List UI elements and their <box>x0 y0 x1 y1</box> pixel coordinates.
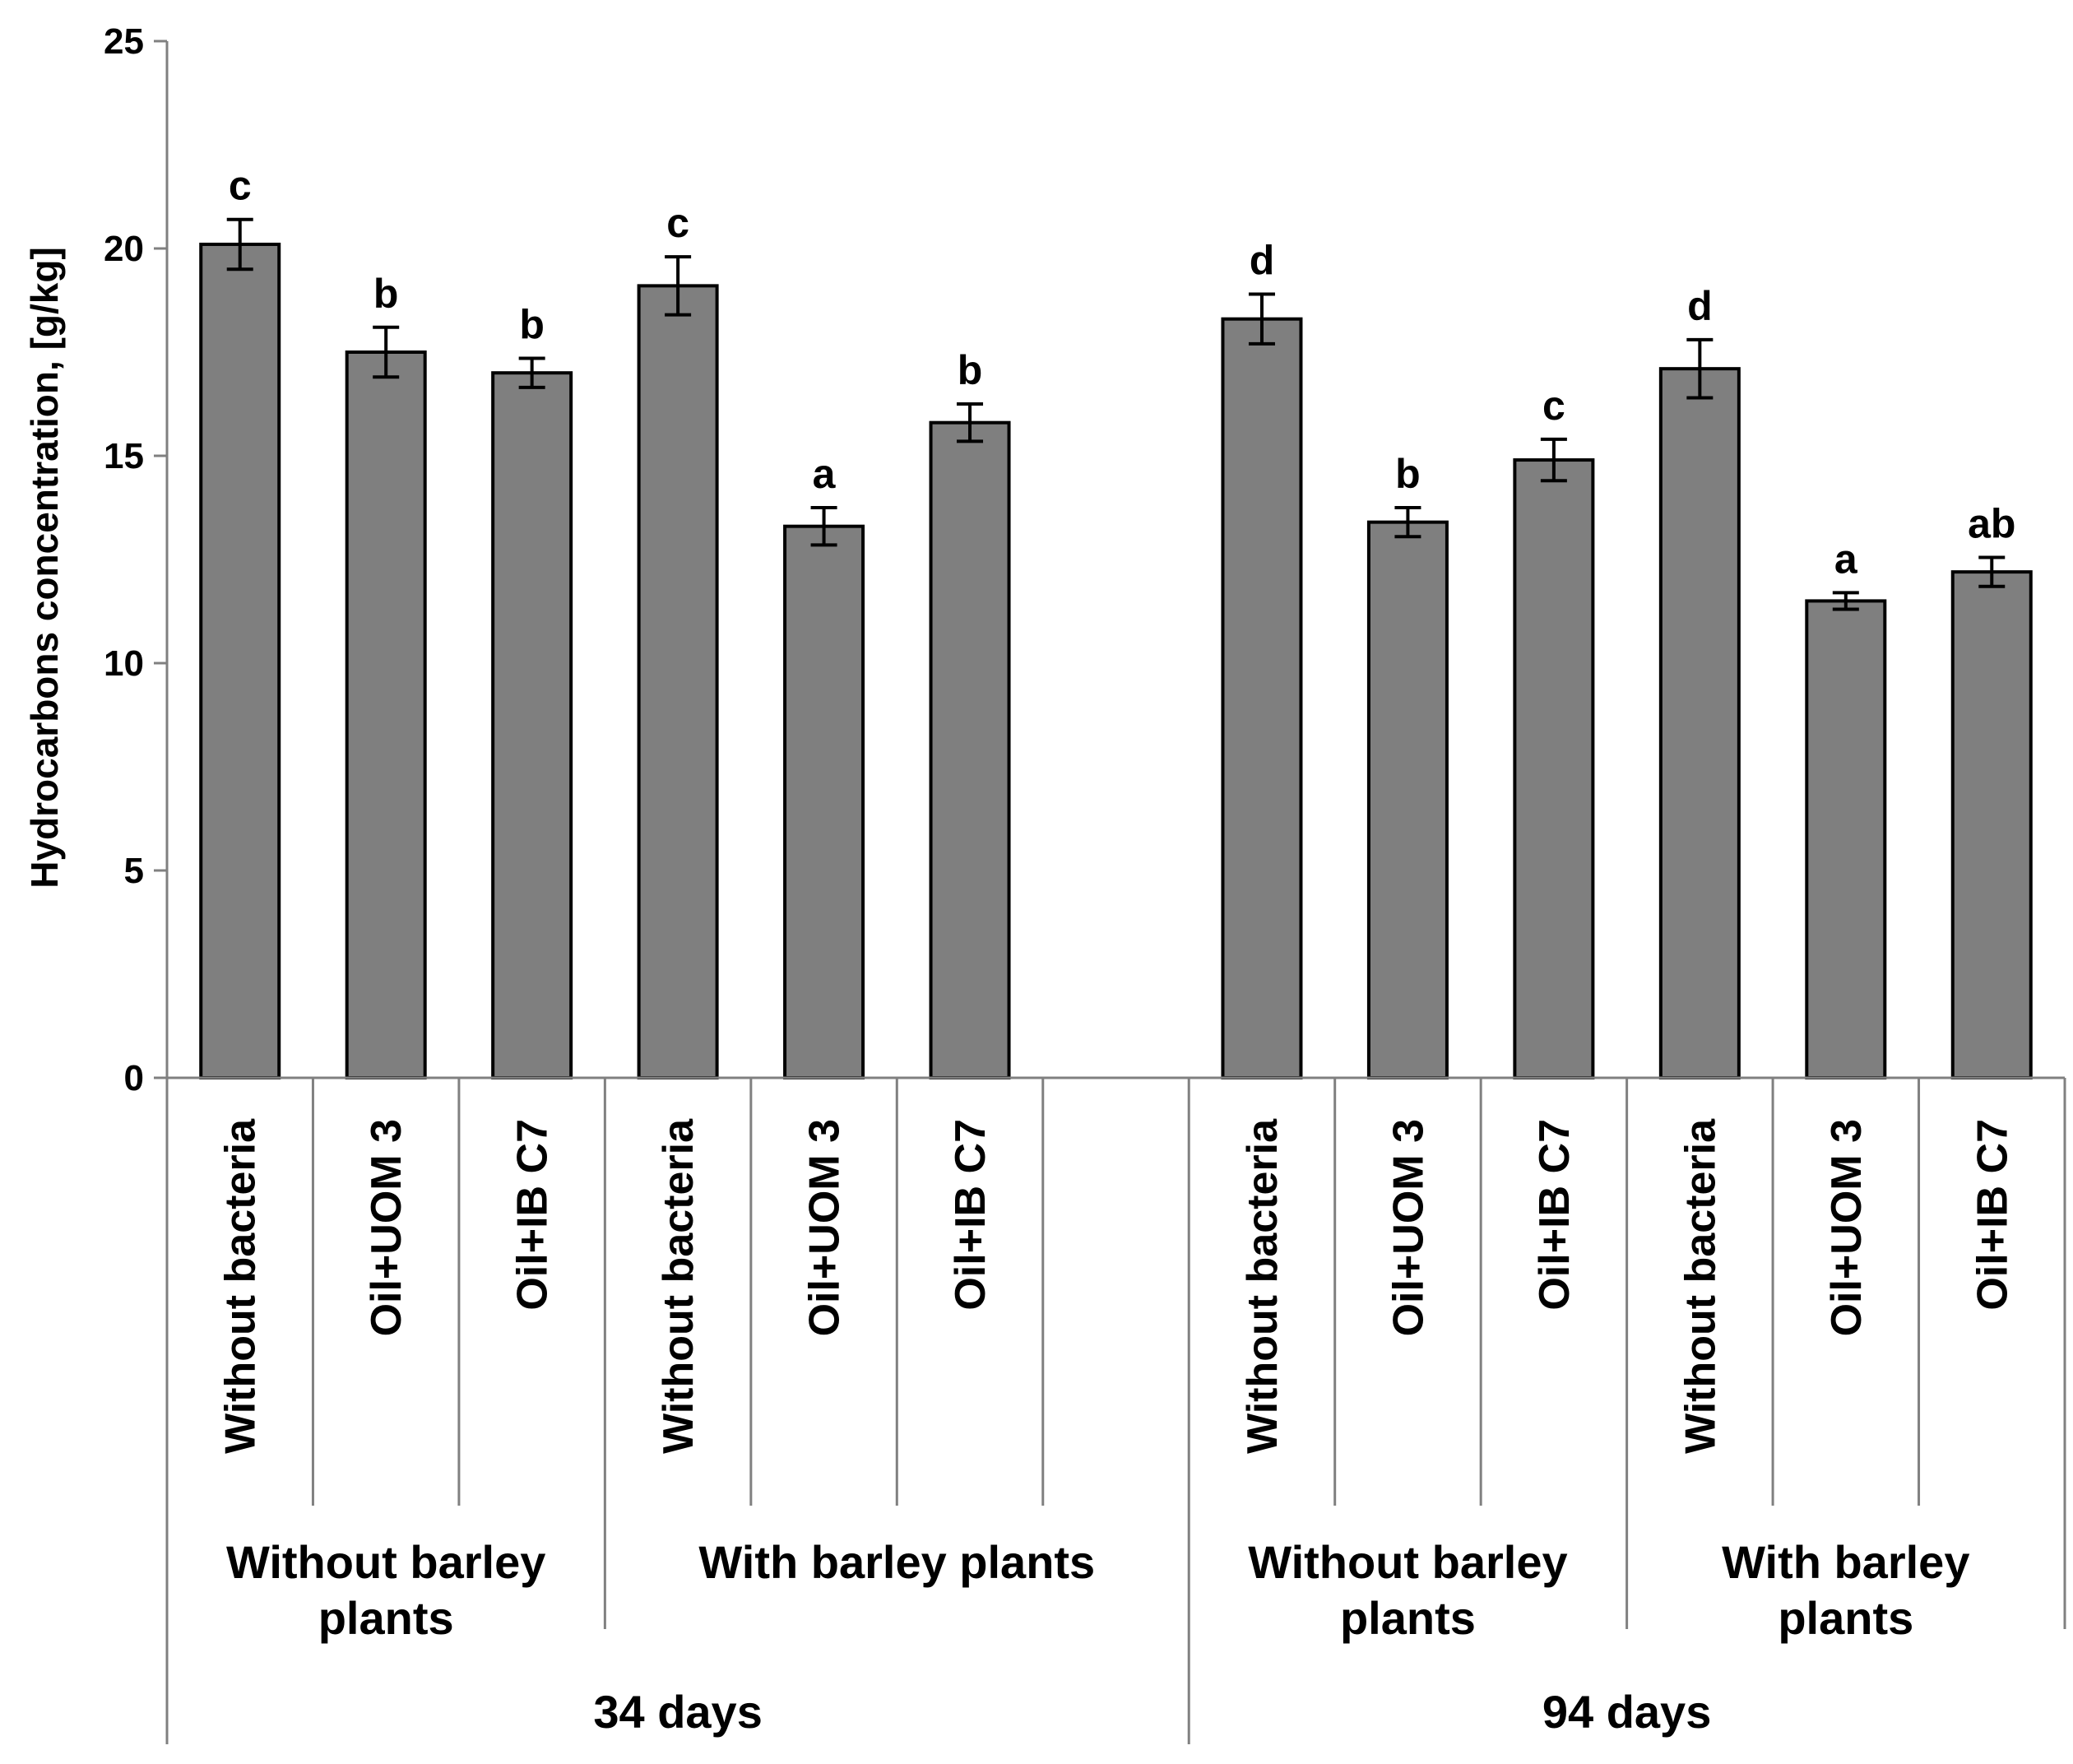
y-axis-title: Hydrocarbons concentration, [g/kg] <box>23 247 66 889</box>
significance-label: b <box>958 347 983 393</box>
bar <box>1221 317 1303 1079</box>
bar <box>345 350 427 1079</box>
y-tick-label: 20 <box>104 229 144 269</box>
significance-label: b <box>519 302 545 348</box>
significance-label: d <box>1250 237 1275 283</box>
significance-label: b <box>1395 451 1421 497</box>
category-label: Oil+UOM 3 <box>1823 1119 1871 1336</box>
category-label: Oil+UOM 3 <box>801 1119 849 1336</box>
significance-label: c <box>666 200 689 246</box>
time-group-label: 34 days <box>593 1686 763 1738</box>
plant-group-label: With barley plants <box>1722 1536 1969 1644</box>
plant-group-label: Without barley plants <box>226 1536 545 1644</box>
bar <box>1950 570 2033 1079</box>
significance-label: ab <box>1968 500 2015 546</box>
bar <box>1366 520 1449 1079</box>
significance-label: c <box>1542 383 1565 429</box>
y-tick-label: 10 <box>104 643 144 684</box>
bar <box>491 371 573 1079</box>
plant-group-label-line: Without barley <box>1248 1536 1567 1588</box>
category-label: Oil+IB C7 <box>509 1119 557 1311</box>
y-tick-label: 15 <box>104 436 144 476</box>
category-label: Without bacteria <box>1239 1118 1287 1454</box>
plant-group-label-line: With barley plants <box>698 1536 1095 1588</box>
bar <box>929 420 1011 1079</box>
x-axis: Without bacteria Oil+UOM 3 Oil+IB C7 Withou… <box>165 1076 2066 1744</box>
time-group-label: 94 days <box>1542 1686 1712 1738</box>
category-label: Oil+UOM 3 <box>1384 1119 1432 1336</box>
bar <box>1658 367 1741 1080</box>
significance-label: d <box>1687 283 1713 329</box>
significance-label: c <box>229 163 252 209</box>
category-label: Without bacteria <box>1676 1118 1724 1454</box>
category-label: Without bacteria <box>655 1118 703 1454</box>
plant-group-label-line: plants <box>1778 1592 1913 1644</box>
y-tick-label: 0 <box>124 1058 144 1098</box>
y-tick-label: 5 <box>124 851 144 891</box>
bar <box>1513 458 1595 1079</box>
plant-group-label-line: plants <box>1340 1592 1476 1644</box>
category-label: Oil+UOM 3 <box>363 1119 410 1336</box>
bar <box>199 242 281 1079</box>
significance-label: a <box>1834 536 1858 582</box>
y-tick-label: 25 <box>104 21 144 62</box>
plant-group-label-line: plants <box>318 1592 454 1644</box>
plant-group-label-line: With barley <box>1722 1536 1969 1588</box>
bar <box>637 284 719 1079</box>
category-label: Oil+IB C7 <box>1531 1119 1579 1311</box>
category-label: Oil+IB C7 <box>947 1119 995 1311</box>
bar <box>783 524 865 1079</box>
bar <box>1805 599 1887 1079</box>
y-axis: 0 5 10 15 20 25 <box>104 21 169 1098</box>
plant-group-label-line: Without barley <box>226 1536 545 1588</box>
category-label: Oil+IB C7 <box>1969 1119 2016 1311</box>
category-label: Without bacteria <box>217 1118 265 1454</box>
plant-group-label: With barley plants <box>698 1536 1095 1588</box>
plant-group-label: Without barley plants <box>1248 1536 1567 1644</box>
significance-label: a <box>813 451 837 497</box>
significance-label: b <box>373 271 399 317</box>
